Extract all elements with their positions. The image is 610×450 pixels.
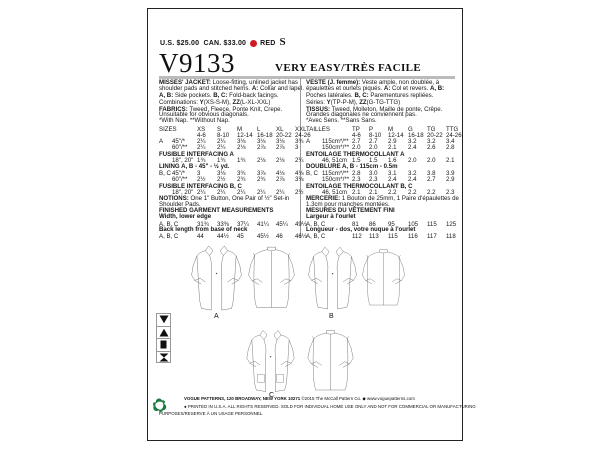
svg-text:B: B [329, 313, 334, 320]
svg-text:A: A [214, 313, 219, 320]
svg-text:C: C [269, 392, 274, 399]
